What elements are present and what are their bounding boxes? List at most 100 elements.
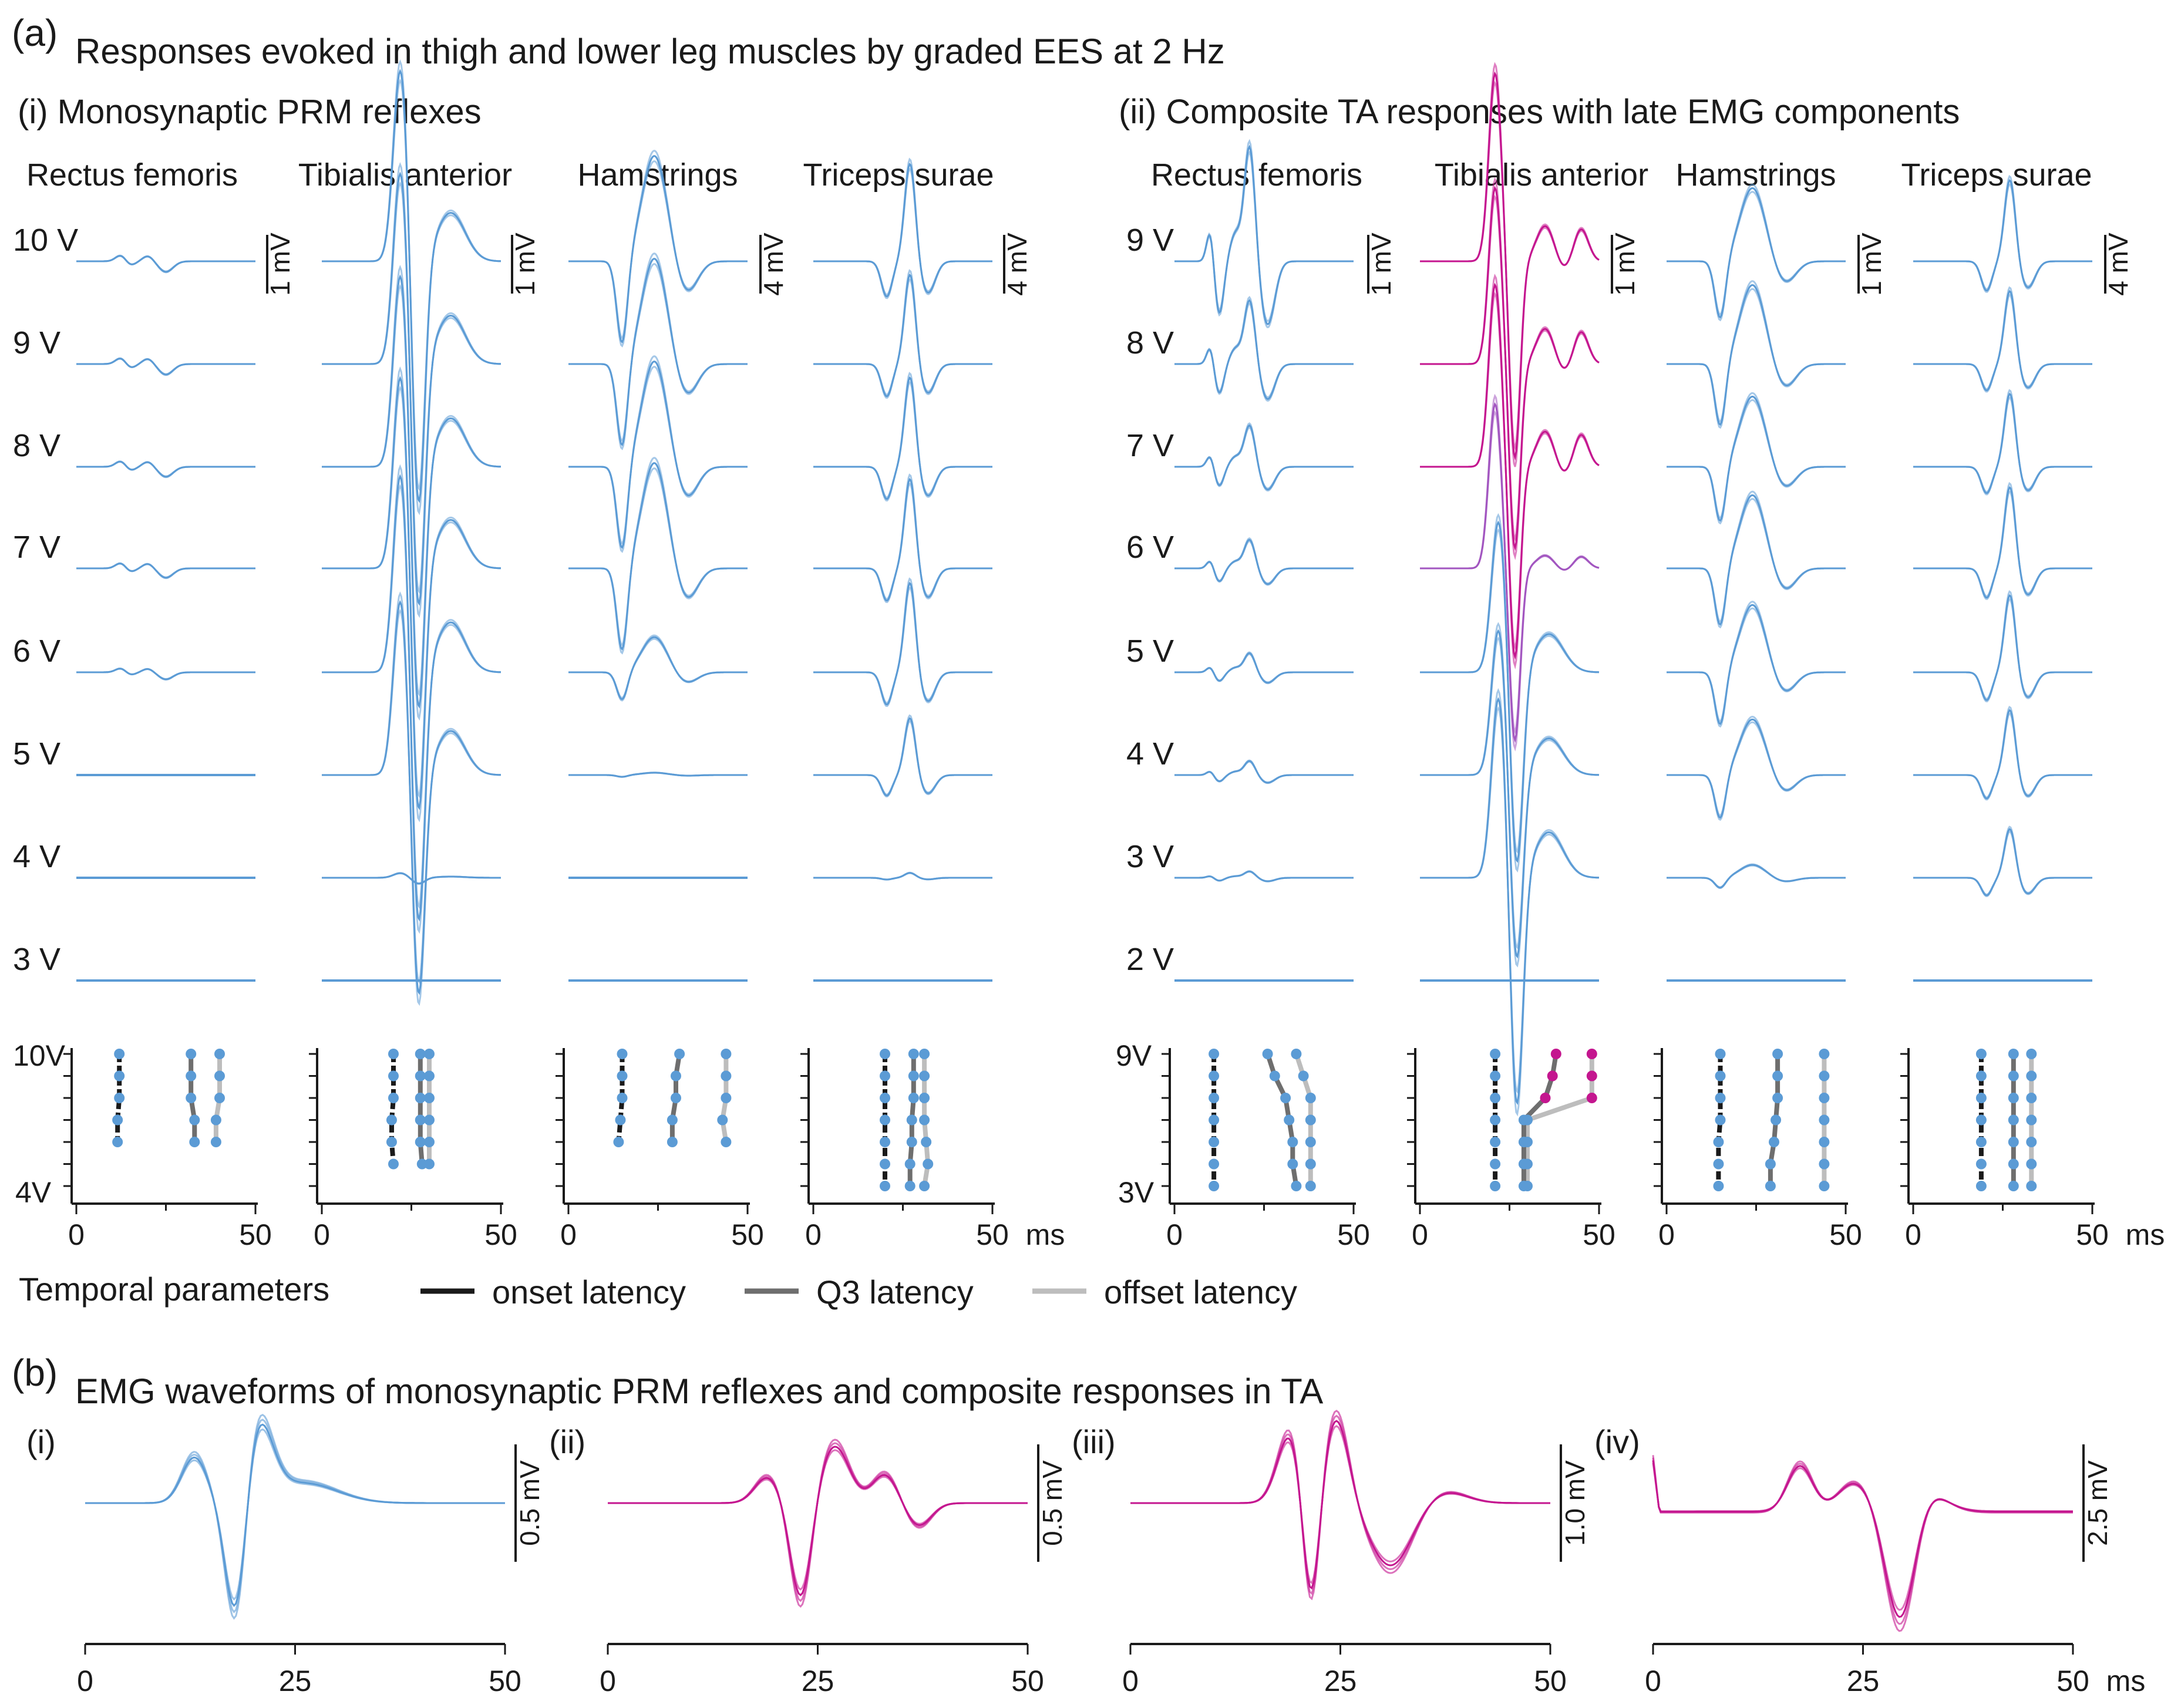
latency-point-q3 xyxy=(1287,1158,1298,1170)
waveform-trace xyxy=(813,269,992,399)
waveform-trace xyxy=(1174,760,1354,783)
latency-point-q3 xyxy=(1765,1158,1776,1170)
waveform-trace xyxy=(1667,604,1846,725)
latency-point-onset xyxy=(880,1070,890,1082)
latency-x-tick: 0 xyxy=(805,1218,822,1251)
latency-point-onset xyxy=(1975,1158,1987,1170)
latency-point-onset xyxy=(1975,1049,1987,1059)
latency-point-q3 xyxy=(415,1070,426,1082)
waveform-trace xyxy=(1174,139,1354,329)
latency-y-tick: 3V xyxy=(1118,1176,1154,1209)
waveform-trace xyxy=(813,871,992,881)
panel-b-trace xyxy=(608,1446,1028,1596)
voltage-label: 5 V xyxy=(1126,634,1174,669)
scale-bar-label: 4 mV xyxy=(2103,233,2133,296)
waveform-trace xyxy=(568,258,748,446)
latency-y-tick: 4V xyxy=(15,1176,52,1209)
voltage-label: 9 V xyxy=(13,325,60,361)
waveform-grid: Rectus femoris Tibialis anterior Hamstring… xyxy=(13,59,2133,1117)
group-ii-title: (ii) Composite TA responses with late EM… xyxy=(1119,93,1960,131)
panel-b-trace xyxy=(85,1423,505,1607)
waveform-trace xyxy=(1667,864,1846,889)
latency-point-offset xyxy=(2026,1181,2037,1191)
latency-x-unit: ms xyxy=(2126,1218,2165,1251)
latency-point-offset xyxy=(1305,1093,1316,1103)
waveform-trace xyxy=(813,714,992,798)
latency-point-onset xyxy=(114,1049,125,1059)
panel-a-title: Responses evoked in thigh and lower leg … xyxy=(75,32,1225,71)
waveform-trace xyxy=(1174,759,1354,784)
waveform-trace xyxy=(322,591,501,1006)
latency-point-onset xyxy=(1209,1158,1220,1170)
latency-point-onset xyxy=(1490,1158,1501,1170)
voltage-label: 9 V xyxy=(1126,223,1174,258)
latency-point-onset xyxy=(114,1093,125,1103)
waveform-trace xyxy=(76,460,255,478)
panel-b-trace xyxy=(1652,1457,2073,1625)
latency-point-offset xyxy=(1819,1181,1830,1191)
legend-label-onset: onset latency xyxy=(492,1274,686,1311)
waveform-trace xyxy=(568,361,748,549)
latency-point-offset xyxy=(1586,1049,1597,1059)
latency-point-onset xyxy=(1209,1114,1220,1126)
waveform-trace xyxy=(1667,191,1846,316)
panel-b-x-tick: 25 xyxy=(1324,1665,1357,1697)
waveform-trace xyxy=(568,150,748,348)
waveform-trace xyxy=(1913,830,2092,895)
latency-point-offset xyxy=(1819,1049,1830,1059)
group-i-title: (i) Monosynaptic PRM reflexes xyxy=(18,93,482,131)
legend: Temporal parameters onset latency Q3 lat… xyxy=(19,1271,1297,1311)
waveform-trace xyxy=(1174,426,1354,490)
latency-point-offset xyxy=(210,1137,221,1147)
latency-point-onset xyxy=(1715,1049,1726,1059)
latency-point-q3 xyxy=(908,1070,919,1082)
panel-b-trace xyxy=(608,1442,1028,1602)
latency-point-q3 xyxy=(1518,1181,1529,1191)
panel-b-trace xyxy=(85,1419,505,1613)
latency-point-q3 xyxy=(1772,1070,1783,1082)
latency-point-offset xyxy=(919,1049,930,1059)
latency-point-onset xyxy=(1975,1093,1987,1103)
latency-point-q3 xyxy=(671,1093,681,1103)
latency-point-offset xyxy=(1819,1158,1830,1170)
waveform-trace xyxy=(1420,513,1600,872)
waveform-trace xyxy=(1667,280,1846,429)
latency-point-q3 xyxy=(674,1049,685,1059)
scale-bar-label: 1 mV xyxy=(1610,233,1640,296)
waveform-trace xyxy=(1420,274,1600,670)
panel-b-x-tick: 0 xyxy=(77,1665,93,1697)
panel-b-x-tick: 50 xyxy=(1534,1665,1567,1697)
waveform-trace xyxy=(1667,716,1846,821)
waveform-trace xyxy=(1667,863,1846,890)
legend-label-offset: offset latency xyxy=(1104,1274,1297,1311)
waveform-trace xyxy=(1667,183,1846,322)
waveform-trace xyxy=(76,562,255,578)
panel-b-x-tick: 0 xyxy=(1645,1665,1661,1697)
latency-point-onset xyxy=(1209,1181,1220,1191)
panel-b-x-tick: 50 xyxy=(489,1665,521,1697)
latency-point-offset xyxy=(2026,1158,2037,1170)
latency-point-onset xyxy=(1975,1070,1987,1082)
waveform-trace xyxy=(813,473,992,604)
latency-point-onset xyxy=(1715,1114,1726,1126)
waveform-trace xyxy=(1913,389,2092,496)
latency-y-tick: 10V xyxy=(13,1039,66,1072)
latency-point-offset xyxy=(2026,1070,2037,1082)
latency-point-offset xyxy=(1305,1158,1316,1170)
latency-point-q3 xyxy=(415,1049,426,1059)
muscle-label: Tibialis anterior xyxy=(298,157,512,193)
waveform-trace xyxy=(1174,870,1354,882)
waveform-trace xyxy=(568,263,748,442)
latency-point-offset xyxy=(424,1070,435,1082)
waveform-trace xyxy=(568,467,748,646)
latency-point-onset xyxy=(880,1158,890,1170)
waveform-trace xyxy=(322,265,501,721)
legend-title: Temporal parameters xyxy=(19,1271,329,1308)
latency-point-onset xyxy=(1490,1049,1501,1059)
scale-bar-label: 1 mV xyxy=(510,233,540,296)
latency-point-onset xyxy=(1713,1181,1724,1191)
latency-point-onset xyxy=(1490,1137,1501,1147)
voltage-label: 7 V xyxy=(1126,428,1174,463)
latency-point-offset xyxy=(1819,1137,1830,1147)
panel-b-title: EMG waveforms of monosynaptic PRM reflex… xyxy=(75,1372,1323,1411)
